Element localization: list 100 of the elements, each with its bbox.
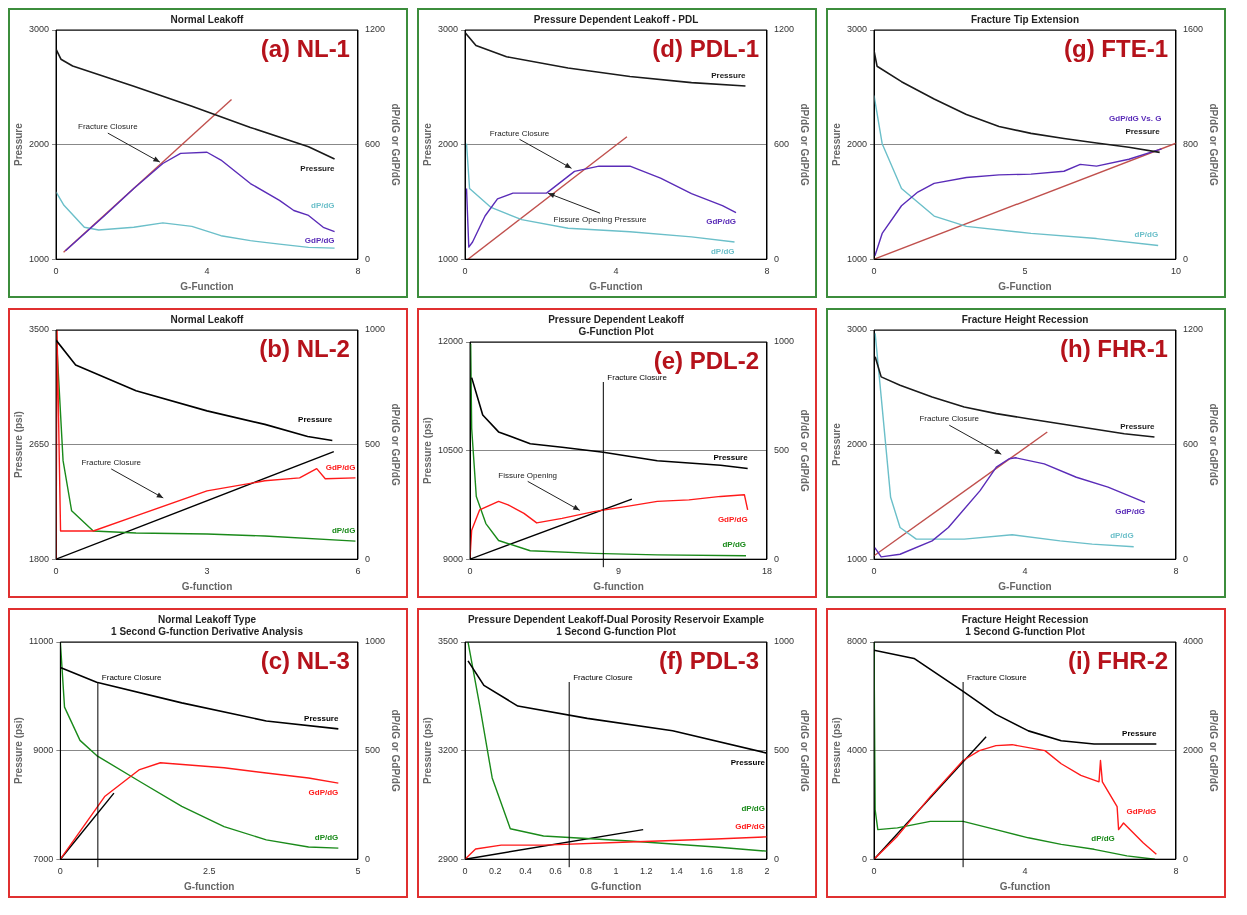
y2-axis-title: dP/dG or GdP/dG [799, 409, 811, 492]
y-tick-label: 3000 [437, 24, 459, 35]
ref-line-label: Fracture Closure [573, 673, 634, 683]
annotation: Fracture Closure [78, 122, 139, 132]
x-tick-label: 2.5 [202, 866, 216, 877]
y2-tick-label: 0 [1182, 553, 1188, 564]
chart-title: Pressure Dependent Leakoff - PDL [533, 13, 699, 25]
x-tick-label: 0 [871, 266, 877, 277]
y-tick-label: 3500 [28, 324, 50, 335]
series-label: GdP/dG [1126, 806, 1157, 816]
y-tick-label: 1800 [28, 553, 50, 564]
series-label: GdP/dG [308, 787, 339, 797]
x-tick-label: 0 [871, 566, 877, 577]
y2-axis-title: dP/dG or GdP/dG [799, 709, 811, 792]
y-tick-label: 2650 [28, 439, 50, 450]
x-tick-label: 0 [871, 866, 877, 877]
chart-title: Fracture Height Recession [961, 313, 1089, 325]
x-tick-label: 0.6 [549, 866, 562, 877]
y-tick-label: 2000 [846, 139, 868, 150]
y-tick-label: 2000 [437, 139, 459, 150]
x-axis-title: G-function [999, 880, 1051, 892]
y2-axis-title: dP/dG or GdP/dG [390, 709, 402, 792]
y2-tick-label: 0 [1182, 253, 1188, 264]
y-tick-label: 9000 [443, 553, 464, 564]
y2-tick-label: 0 [773, 853, 779, 864]
chart-title: Fracture Tip Extension [970, 13, 1080, 25]
series-label: dP/dG [1134, 230, 1159, 240]
y2-axis-title: dP/dG or GdP/dG [1208, 103, 1220, 186]
y-tick-label: 3000 [846, 24, 868, 35]
y-tick-label: 4000 [846, 745, 868, 756]
chart-subtitle: 1 Second G-function Plot [556, 625, 677, 637]
x-tick-label: 18 [761, 566, 772, 577]
annotation: (d) PDL-1 [652, 34, 759, 62]
chart-title: Normal Leakoff [170, 13, 245, 25]
x-tick-label: 4 [1022, 866, 1028, 877]
annotation: (b) NL-2 [259, 334, 350, 362]
annotation: Fracture Closure [919, 414, 980, 424]
y-tick-label: 11000 [29, 636, 54, 647]
annotation: Fissure Opening [498, 470, 558, 480]
series-label: Pressure [1125, 127, 1161, 137]
ref-line-label: Fracture Closure [607, 373, 668, 383]
x-tick-label: 9 [615, 566, 622, 577]
chart-title: Pressure Dependent Leakoff [548, 313, 685, 325]
y2-axis-title: dP/dG or GdP/dG [390, 403, 402, 486]
y-tick-label: 7000 [33, 853, 54, 864]
annotation: Fracture Closure [489, 128, 550, 138]
x-tick-label: 4 [613, 266, 619, 277]
series-label: Pressure [298, 415, 333, 425]
x-tick-label: 4 [204, 266, 210, 277]
y-tick-label: 3500 [437, 636, 459, 647]
annotation: (g) FTE-1 [1063, 34, 1168, 62]
y-tick-label: 2900 [437, 853, 459, 864]
annotation: (c) NL-3 [260, 646, 350, 674]
y-tick-label: 12000 [438, 336, 464, 347]
x-axis-title: G-Function [998, 280, 1052, 292]
series-label: Pressure [300, 163, 336, 173]
x-axis-title: G-function [590, 880, 642, 892]
x-tick-label: 8 [1173, 566, 1179, 577]
y-tick-label: 10500 [438, 445, 464, 456]
y2-axis-title: dP/dG or GdP/dG [799, 103, 811, 186]
series-label: GdP/dG [304, 236, 335, 246]
y2-tick-label: 500 [364, 439, 381, 450]
y-axis-title: Pressure [12, 122, 24, 167]
chart-title: Normal Leakoff Type [157, 613, 257, 625]
chart-subtitle: G-Function Plot [578, 325, 655, 337]
series-label: dP/dG [1110, 531, 1134, 541]
annotation: (h) FHR-1 [1059, 334, 1168, 362]
series-label: dP/dG [1091, 833, 1115, 843]
series-label: Pressure [1122, 728, 1157, 738]
x-axis-title: G-Function [998, 580, 1052, 592]
y2-tick-label: 1000 [773, 336, 795, 347]
x-tick-label: 2 [764, 866, 770, 877]
ref-line-label: Fracture Closure [967, 673, 1028, 683]
y-tick-label: 1000 [437, 253, 459, 264]
y2-tick-label: 4000 [1182, 636, 1204, 647]
series-label: GdP/dG [735, 821, 765, 831]
x-tick-label: 8 [1173, 866, 1179, 877]
x-tick-label: 5 [1022, 266, 1028, 277]
chart-subtitle: 1 Second G-function Plot [965, 625, 1086, 637]
annotation: Fracture Closure [81, 458, 142, 468]
series-label: Pressure [711, 70, 747, 80]
y-tick-label: 1000 [846, 553, 868, 564]
y-tick-label: 1000 [28, 253, 50, 264]
y2-tick-label: 0 [773, 553, 779, 564]
x-tick-label: 1.8 [730, 866, 744, 877]
y-tick-label: 2000 [846, 439, 868, 450]
y2-axis-title: dP/dG or GdP/dG [1208, 403, 1220, 486]
x-tick-label: 0 [467, 566, 473, 577]
y2-tick-label: 1000 [364, 324, 386, 335]
y2-tick-label: 0 [364, 553, 370, 564]
y-tick-label: 8000 [846, 636, 868, 647]
text: dP/dG [741, 803, 765, 813]
x-tick-label: 1.4 [670, 866, 683, 877]
x-tick-label: 8 [764, 266, 770, 277]
x-tick-label: 10 [1170, 266, 1181, 277]
x-tick-label: 4 [1022, 566, 1028, 577]
y-axis-title: Pressure (psi) [421, 717, 433, 784]
x-axis-title: G-Function [180, 280, 234, 292]
text: dP/dG [311, 200, 335, 210]
y-axis-title: Pressure (psi) [830, 717, 842, 784]
